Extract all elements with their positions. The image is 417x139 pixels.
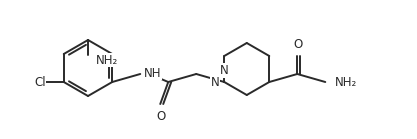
Text: NH₂: NH₂: [335, 75, 357, 89]
Text: N: N: [220, 64, 229, 77]
Text: NH₂: NH₂: [96, 54, 118, 66]
Text: O: O: [294, 38, 303, 51]
Text: Cl: Cl: [34, 75, 45, 89]
Text: O: O: [157, 110, 166, 123]
Text: N: N: [211, 75, 219, 89]
Text: NH: NH: [144, 66, 162, 80]
